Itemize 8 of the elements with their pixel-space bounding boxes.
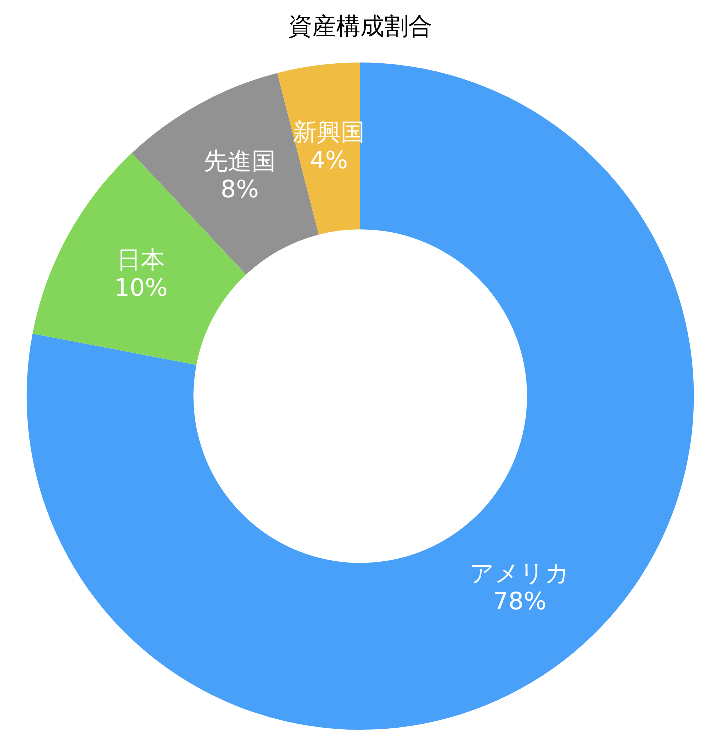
chart-title: 資産構成割合 xyxy=(288,12,432,41)
slice-label: アメリカ xyxy=(470,559,570,588)
slice-label: 先進国 xyxy=(204,147,276,176)
data-label: 8% xyxy=(220,175,260,204)
slice-label: 日本 xyxy=(117,246,166,274)
data-label: 4% xyxy=(310,146,348,174)
data-label: 10% xyxy=(114,274,168,302)
data-label: 78% xyxy=(493,587,547,616)
